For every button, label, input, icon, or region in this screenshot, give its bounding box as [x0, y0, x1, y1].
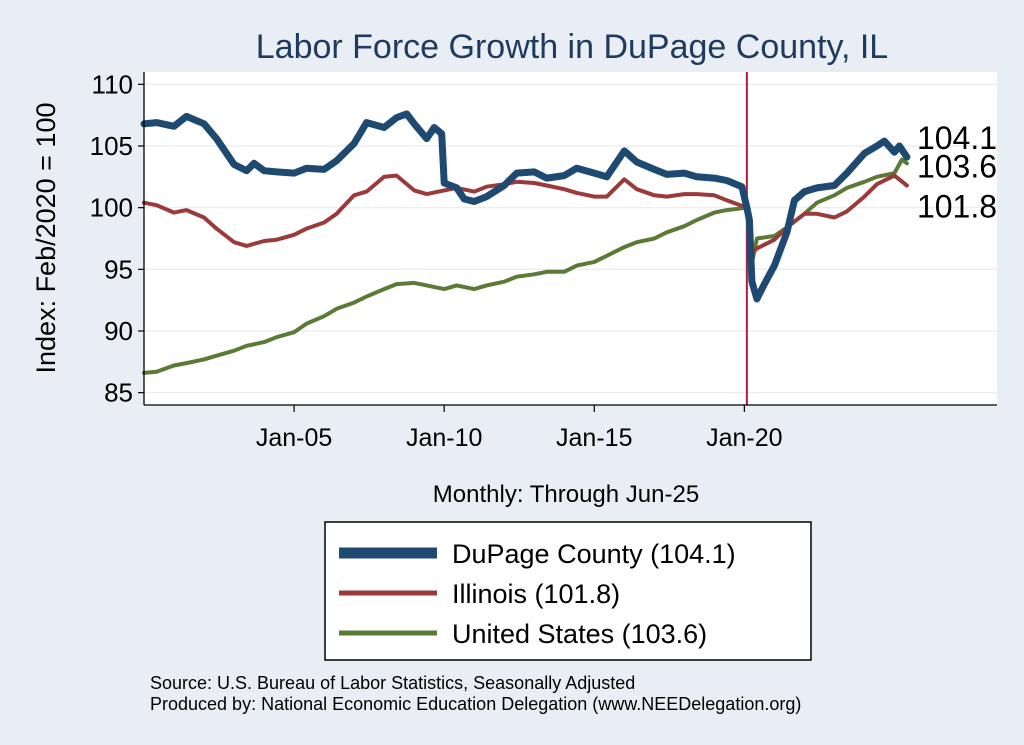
y-axis-ticks: 85 90 95 100 105 110: [90, 69, 144, 408]
legend: DuPage County (104.1) Illinois (101.8) Uni…: [324, 521, 812, 661]
x-axis-ticks: Jan-05 Jan-10 Jan-15 Jan-20: [256, 405, 783, 452]
source-note: Source: U.S. Bureau of Labor Statistics,…: [150, 673, 635, 693]
y-tick-label: 95: [104, 254, 133, 284]
axes: [143, 72, 997, 406]
y-tick-label: 100: [90, 193, 133, 223]
end-labels: 104.1 101.8 103.6: [917, 120, 997, 224]
y-tick-label: 90: [104, 316, 133, 346]
end-label: 104.1: [917, 120, 997, 156]
legend-label: United States (103.6): [452, 619, 707, 649]
credit-note: Produced by: National Economic Education…: [150, 694, 801, 714]
y-axis-label: Index: Feb/2020 = 100: [31, 103, 61, 374]
legend-label: DuPage County (104.1): [452, 539, 736, 569]
y-tick-label: 105: [90, 131, 133, 161]
x-tick-label: Jan-10: [406, 424, 482, 452]
legend-label: Illinois (101.8): [452, 579, 620, 609]
end-label: 103.6: [917, 148, 997, 184]
series-line: [140, 110, 911, 303]
chart-title: Labor Force Growth in DuPage County, IL: [256, 28, 888, 66]
x-tick-label: Jan-15: [556, 424, 632, 452]
x-tick-label: Jan-20: [706, 424, 782, 452]
x-axis-label: Monthly: Through Jun-25: [433, 481, 699, 508]
y-tick-label: 85: [104, 378, 133, 408]
series-layer: [140, 110, 911, 375]
end-label: 101.8: [917, 188, 997, 224]
x-tick-label: Jan-05: [256, 424, 332, 452]
series-line: [142, 173, 909, 256]
y-tick-label: 110: [92, 69, 133, 99]
